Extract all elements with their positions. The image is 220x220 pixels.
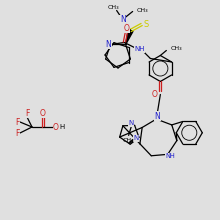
Text: O: O — [40, 108, 46, 117]
Text: O: O — [123, 24, 129, 33]
Text: F: F — [15, 128, 19, 138]
Text: CH₃: CH₃ — [137, 8, 148, 13]
Text: NH: NH — [134, 46, 145, 53]
Text: CH₃: CH₃ — [108, 5, 119, 10]
Text: N: N — [128, 120, 133, 126]
Text: N: N — [120, 15, 126, 24]
Text: H: H — [59, 124, 65, 130]
Text: F: F — [15, 117, 19, 126]
Text: S: S — [143, 20, 148, 29]
Polygon shape — [126, 30, 133, 44]
Text: N: N — [105, 40, 111, 49]
Text: N: N — [154, 112, 160, 121]
Text: O: O — [53, 123, 59, 132]
Text: CH₃: CH₃ — [123, 138, 134, 143]
Text: F: F — [25, 108, 29, 117]
Text: CH₃: CH₃ — [170, 46, 182, 51]
Text: N: N — [133, 136, 138, 141]
Text: O: O — [151, 90, 157, 99]
Text: NH: NH — [166, 153, 176, 159]
